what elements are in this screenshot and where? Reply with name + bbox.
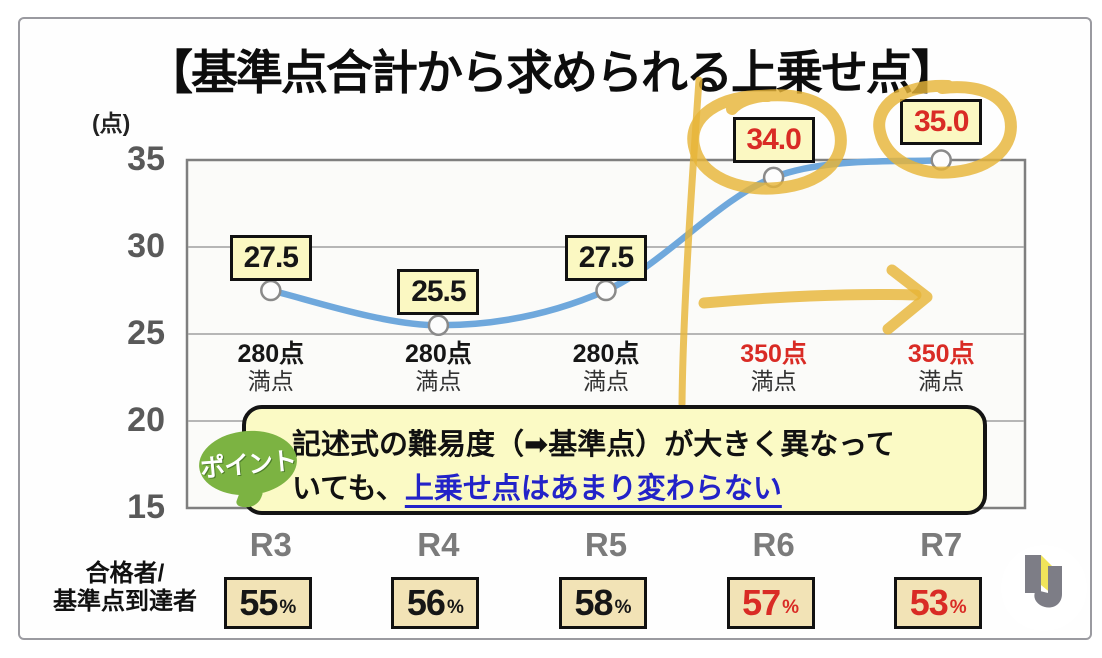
y-tick-label-15: 15 xyxy=(127,488,165,526)
callout-highlight-text: 上乗せ点はあまり変わらない xyxy=(404,473,782,505)
x-tick-label-R6: R6 xyxy=(752,526,795,563)
percent-value: 57 xyxy=(742,582,781,623)
data-label-R5: 27.5 xyxy=(565,234,647,281)
percent-unit: % xyxy=(782,597,800,618)
max-point-value: 280点 xyxy=(572,340,640,368)
point-callout: 記述式の難易度（➡基準点）が大きく異なって いても、上乗せ点はあまり変わらない xyxy=(242,405,987,515)
percent-unit: % xyxy=(949,597,967,618)
data-label-R6: 34.0 xyxy=(732,117,815,164)
max-point-note-R4: 280点 満点 xyxy=(373,340,503,395)
data-label-R4: 25.5 xyxy=(397,269,480,316)
footer-row-label: 合格者/ 基準点到達者 xyxy=(28,560,222,616)
max-point-suffix: 満点 xyxy=(918,368,965,394)
percent-box-R6: 57% xyxy=(726,577,815,629)
max-point-suffix: 満点 xyxy=(750,368,797,394)
percent-unit: % xyxy=(279,597,297,618)
percent-unit: % xyxy=(614,597,632,618)
max-point-suffix: 満点 xyxy=(583,368,629,394)
x-tick-label-R3: R3 xyxy=(249,526,292,563)
max-point-suffix: 満点 xyxy=(415,368,462,394)
max-point-value: 280点 xyxy=(237,340,305,368)
y-tick-label-35: 35 xyxy=(127,140,165,178)
percent-box-R5: 58% xyxy=(559,577,647,629)
percent-value: 53 xyxy=(909,582,949,623)
data-label-R3: 27.5 xyxy=(229,234,312,281)
max-point-value: 350点 xyxy=(740,340,807,368)
callout-line-1: 記述式の難易度（➡基準点）が大きく異なって xyxy=(292,429,895,461)
y-tick-label-30: 30 xyxy=(127,227,165,265)
max-point-value: 280点 xyxy=(405,340,472,368)
percent-box-R3: 55% xyxy=(223,577,312,629)
percent-value: 58 xyxy=(574,582,614,623)
percent-box-R7: 53% xyxy=(894,577,983,629)
y-axis-unit-label: (点) xyxy=(92,110,131,136)
max-point-value: 350点 xyxy=(907,340,975,368)
footer-row-label-line1: 合格者/ xyxy=(85,560,165,587)
callout-line-2: いても、上乗せ点はあまり変わらない xyxy=(292,467,975,511)
callout-line-2-prefix: いても、 xyxy=(292,473,405,505)
max-point-suffix: 満点 xyxy=(247,368,294,394)
max-point-note-R3: 280点 満点 xyxy=(206,340,336,395)
footer-row-label-line2: 基準点到達者 xyxy=(53,588,197,615)
max-point-note-R7: 350点 満点 xyxy=(876,340,1006,395)
brand-logo-icon xyxy=(1001,545,1087,631)
max-point-note-R5: 280点 満点 xyxy=(541,340,671,395)
x-tick-label-R4: R4 xyxy=(417,526,460,563)
max-point-note-R6: 350点 満点 xyxy=(709,340,839,395)
y-tick-label-20: 20 xyxy=(127,401,165,439)
y-tick-label-25: 25 xyxy=(127,314,165,352)
x-tick-label-R5: R5 xyxy=(584,526,628,563)
percent-value: 55 xyxy=(239,582,278,623)
data-label-R7: 35.0 xyxy=(900,99,983,145)
percent-box-R4: 56% xyxy=(391,577,480,629)
percent-value: 56 xyxy=(406,582,446,623)
chart-title: 【基準点合計から求められる上乗せ点】 xyxy=(146,46,958,99)
point-badge-label: ポイント xyxy=(199,446,298,484)
percent-unit: % xyxy=(446,597,464,618)
x-tick-label-R7: R7 xyxy=(920,526,963,563)
